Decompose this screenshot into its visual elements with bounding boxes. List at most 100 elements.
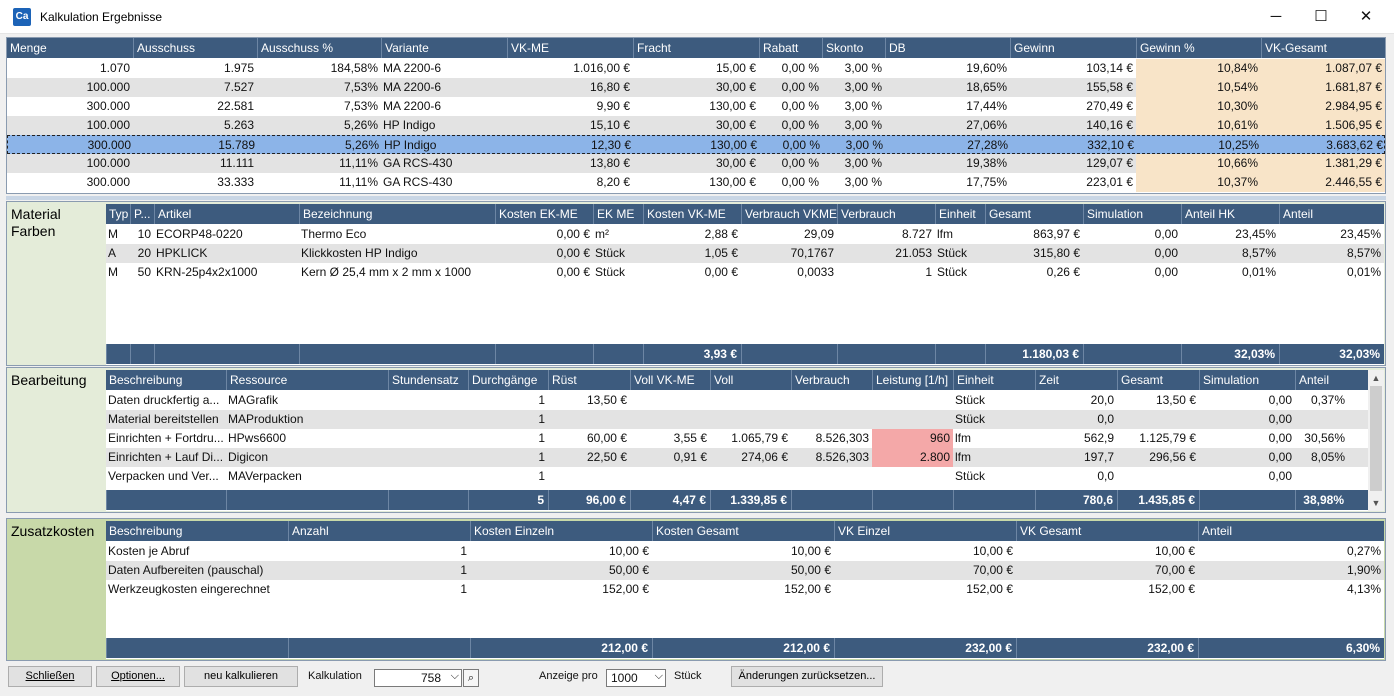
table-row[interactable]: 100.000 7.527 7,53% MA 2200-6 16,80 € 30,00 €… — [7, 78, 1385, 97]
column-header[interactable]: Bezeichnung — [299, 204, 495, 224]
table-row[interactable]: Material bereitstellen MAProduktion 1 Stück… — [106, 410, 1368, 429]
table-row[interactable]: 100.000 5.263 5,26% HP Indigo 15,10 € 30,00 €… — [7, 116, 1385, 135]
table-row[interactable]: Verpacken und Ver... MAVerpacken 1 Stück 0,0… — [106, 467, 1368, 486]
scroll-up-icon[interactable]: ▲ — [1371, 373, 1381, 383]
column-header[interactable]: Kosten Gesamt — [652, 521, 834, 541]
table-cell: Kosten je Abruf — [108, 544, 190, 558]
table-row[interactable]: Einrichten + Fortdru... HPws6600 1 60,00 € 3… — [106, 429, 1368, 448]
column-header[interactable]: Kosten Einzeln — [470, 521, 652, 541]
search-icon[interactable]: ⌕ — [463, 669, 479, 687]
column-header[interactable]: Einheit — [953, 370, 1035, 390]
column-header[interactable]: Stundensatz — [388, 370, 468, 390]
table-row[interactable]: Daten Aufbereiten (pauschal) 1 50,00 € 50,0… — [106, 561, 1384, 580]
column-header[interactable]: VK-Gesamt — [1261, 38, 1385, 58]
table-row[interactable]: Einrichten + Lauf Di... Digicon 1 22,50 € 0,… — [106, 448, 1368, 467]
chevron-down-icon[interactable]: ⌵ — [450, 670, 459, 682]
table-cell: 1 — [460, 544, 467, 558]
table-row[interactable]: Werkzeugkosten eingerechnet 1 152,00 € 152,… — [106, 580, 1384, 599]
table-cell: m² — [595, 227, 609, 241]
column-header[interactable]: Gesamt — [985, 204, 1083, 224]
anzeige-select[interactable]: 1000 ⌵ — [606, 669, 666, 687]
column-header[interactable]: Anzahl — [288, 521, 470, 541]
column-header[interactable]: Voll VK-ME — [630, 370, 710, 390]
recalculate-button[interactable]: neu kalkulieren — [184, 666, 298, 687]
results-grid[interactable]: Menge Ausschuss Ausschuss % Variante VK-ME Fr… — [6, 37, 1386, 194]
column-header[interactable]: Anteil — [1198, 521, 1384, 541]
table-cell: 12,30 € — [590, 138, 631, 152]
column-header[interactable]: Beschreibung — [109, 373, 183, 387]
column-header[interactable]: Anteil HK — [1181, 204, 1279, 224]
options-button[interactable]: Optionen... — [96, 666, 180, 687]
footer-cell: 232,00 € — [1016, 638, 1198, 658]
table-row[interactable]: M 10 ECORP48-0220 Thermo Eco 0,00 € m² 2,88 € 2… — [106, 225, 1384, 244]
column-header[interactable]: Fracht — [633, 38, 759, 58]
vertical-scrollbar[interactable]: ▲ ▼ — [1368, 370, 1384, 511]
column-header[interactable]: Verbrauch — [837, 204, 935, 224]
column-header[interactable]: Gewinn — [1010, 38, 1136, 58]
table-cell: 0,01% — [1346, 265, 1381, 279]
column-header[interactable]: Ausschuss — [133, 38, 257, 58]
table-cell: 27,06% — [966, 118, 1007, 132]
table-row[interactable]: 300.000 33.333 11,11% GA RCS-430 8,20 € 130,0… — [7, 173, 1385, 192]
table-row[interactable]: 100.000 11.111 11,11% GA RCS-430 13,80 € 30,0… — [7, 154, 1385, 173]
kalkulation-select[interactable]: 758 ⌵ — [374, 669, 462, 687]
scroll-thumb[interactable] — [1370, 386, 1382, 491]
column-header[interactable]: Kosten EK-ME — [495, 204, 593, 224]
table-row[interactable]: A 20 HPKLICK Klickkosten HP Indigo 0,00 € Stü… — [106, 244, 1384, 263]
column-header[interactable]: Verbrauch — [791, 370, 872, 390]
table-cell: 129,07 € — [1086, 156, 1133, 170]
column-header[interactable]: Anteil — [1279, 204, 1384, 224]
column-header[interactable]: Menge — [10, 41, 47, 55]
column-header[interactable]: Simulation — [1199, 370, 1295, 390]
column-header[interactable]: Rabatt — [759, 38, 822, 58]
table-cell: MA 2200-6 — [383, 99, 442, 113]
column-header[interactable]: Verbrauch VKME — [741, 204, 837, 224]
column-header[interactable]: Anteil — [1295, 370, 1348, 390]
footer-totals-row: 212,00 €212,00 €232,00 €232,00 €6,30% — [106, 638, 1384, 658]
scroll-down-icon[interactable]: ▼ — [1371, 498, 1381, 508]
column-header[interactable]: VK Gesamt — [1016, 521, 1198, 541]
column-header[interactable]: Ressource — [226, 370, 388, 390]
column-header[interactable]: Leistung [1/h] — [872, 370, 953, 390]
column-header[interactable]: Ausschuss % — [257, 38, 381, 58]
close-button[interactable]: ✕ — [1359, 8, 1373, 25]
column-header[interactable]: Voll — [710, 370, 791, 390]
close-dialog-button[interactable]: Schließen — [8, 666, 92, 687]
column-header[interactable]: Beschreibung — [109, 524, 183, 538]
column-header[interactable]: Artikel — [154, 204, 299, 224]
table-cell: 15.789 — [218, 138, 255, 152]
table-row[interactable]: 300.000 22.581 7,53% MA 2200-6 9,90 € 130,00 … — [7, 97, 1385, 116]
table-row[interactable]: 1.070 1.975 184,58% MA 2200-6 1.016,00 € 15,0… — [7, 59, 1385, 78]
column-header[interactable]: Zeit — [1035, 370, 1117, 390]
column-header[interactable]: Variante — [381, 38, 507, 58]
table-row[interactable]: Kosten je Abruf 1 10,00 € 10,00 € 10,00 € 10,… — [106, 542, 1384, 561]
table-cell: 1 — [538, 469, 545, 483]
column-header[interactable]: EK ME — [593, 204, 643, 224]
table-cell: 1 — [538, 412, 545, 426]
chevron-down-icon[interactable]: ⌵ — [654, 670, 663, 682]
column-header[interactable]: Skonto — [822, 38, 885, 58]
column-header[interactable]: Kosten VK-ME — [643, 204, 741, 224]
maximize-button[interactable]: ☐ — [1314, 8, 1328, 25]
column-header[interactable]: Gesamt — [1117, 370, 1199, 390]
column-header[interactable]: Gewinn % — [1136, 38, 1261, 58]
table-cell: Kern Ø 25,4 mm x 2 mm x 1000 — [301, 265, 472, 279]
column-header[interactable]: Simulation — [1083, 204, 1181, 224]
column-header[interactable]: Durchgänge — [468, 370, 548, 390]
column-header[interactable]: P... — [130, 204, 154, 224]
table-row[interactable]: 300.000 15.789 5,26% HP Indigo 12,30 € 130,00… — [7, 135, 1385, 154]
reset-changes-button[interactable]: Änderungen zurücksetzen... — [731, 666, 883, 687]
column-header[interactable]: VK-ME — [507, 38, 633, 58]
column-header[interactable]: Typ — [109, 207, 129, 221]
table-row[interactable]: M 50 KRN-25p4x2x1000 Kern Ø 25,4 mm x 2 mm … — [106, 263, 1384, 282]
table-cell: 0,26 € — [1046, 265, 1080, 279]
column-header[interactable]: Rüst — [548, 370, 630, 390]
column-header[interactable]: DB — [885, 38, 1010, 58]
column-header[interactable]: Einheit — [935, 204, 985, 224]
table-row[interactable]: Daten druckfertig a... MAGrafik 1 13,50 € St… — [106, 391, 1368, 410]
column-header[interactable]: VK Einzel — [834, 521, 1016, 541]
minimize-button[interactable]: ─ — [1270, 8, 1282, 25]
footer-cell: 32,03% — [1181, 344, 1279, 364]
kalkulation-value: 758 — [420, 671, 441, 685]
table-cell: 8,20 € — [596, 175, 630, 189]
